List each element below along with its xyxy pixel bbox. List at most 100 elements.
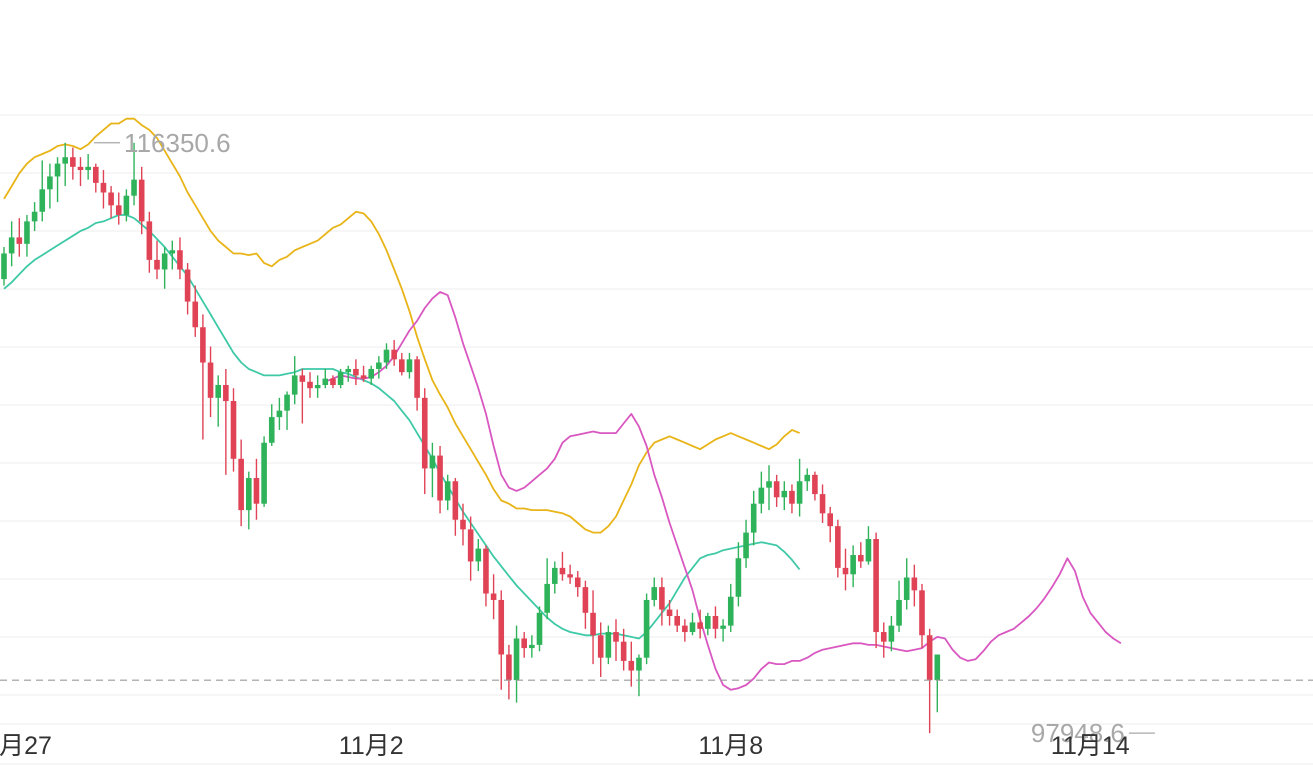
candle-body (452, 481, 459, 520)
candle-41 (314, 375, 321, 398)
candle-113 (865, 526, 872, 565)
candle-body (850, 555, 856, 575)
candle-body (460, 519, 466, 530)
candle-body (498, 599, 505, 655)
candle-114 (873, 532, 879, 649)
candle-101 (773, 474, 780, 507)
candle-8 (62, 142, 68, 187)
candle-6 (47, 163, 53, 209)
candle-body (54, 163, 61, 177)
candle-body (383, 349, 390, 363)
candle-body (169, 250, 176, 254)
candle-body (39, 189, 46, 212)
candle-104 (796, 458, 803, 517)
candle-body (100, 182, 107, 193)
candle-33 (253, 458, 260, 520)
candle-body (253, 478, 260, 504)
candle-body (223, 385, 229, 402)
candle-52 (399, 352, 405, 376)
candle-78 (597, 622, 604, 677)
candle-body (238, 458, 244, 511)
candle-83 (636, 654, 642, 697)
candle-93 (712, 606, 719, 639)
candle-body (399, 359, 405, 373)
candle-body (414, 359, 420, 398)
candle-31 (238, 439, 244, 527)
candle-70 (536, 606, 543, 652)
candle-103 (789, 484, 795, 514)
candle-body (804, 474, 811, 482)
candle-body (697, 622, 703, 629)
candle-body (819, 494, 826, 514)
candle-body (796, 481, 803, 504)
candle-97 (743, 519, 749, 568)
candle-40 (307, 372, 313, 398)
candle-80 (613, 619, 619, 661)
candle-44 (337, 368, 344, 389)
candle-16 (123, 189, 130, 222)
candle-120 (919, 583, 925, 649)
candle-body (276, 410, 283, 418)
candle-96 (735, 542, 742, 607)
candle-body (353, 368, 359, 376)
candle-body (567, 574, 573, 578)
candle-body (590, 612, 596, 636)
candle-body (735, 558, 742, 597)
candle-32 (246, 471, 252, 530)
candle-body (261, 442, 267, 504)
candle-84 (643, 593, 650, 665)
candle-112 (858, 542, 864, 568)
candle-60 (460, 503, 466, 546)
candle-4 (31, 202, 38, 231)
x-axis: 10月27 11月2 11月8 11月14 (0, 732, 1130, 760)
candle-77 (590, 590, 596, 665)
candle-49 (376, 356, 382, 379)
candle-body (544, 583, 550, 613)
candle-19 (146, 211, 153, 273)
middle-band-line (3, 214, 801, 640)
candle-48 (368, 365, 374, 385)
candle-body (146, 221, 153, 260)
candle-body (597, 635, 604, 658)
candle-108 (827, 506, 833, 543)
candle-89 (682, 619, 688, 642)
candle-body (781, 490, 788, 498)
candle-116 (888, 616, 895, 652)
candle-29 (223, 368, 229, 475)
x-tick-label-2: 11月8 (698, 732, 763, 760)
candle-body (444, 481, 451, 501)
candle-body (651, 587, 658, 600)
candle-106 (812, 471, 818, 501)
x-tick-label-0: 10月27 (0, 732, 52, 760)
candle-30 (230, 388, 237, 472)
candle-body (888, 625, 895, 642)
candle-body (429, 455, 436, 469)
candle-14 (108, 186, 114, 219)
candle-body (215, 385, 221, 398)
candle-body (184, 269, 191, 302)
candle-117 (896, 580, 902, 633)
candle-body (773, 481, 780, 498)
candle-65 (498, 590, 505, 690)
candle-39 (299, 368, 306, 424)
candle-body (1, 253, 7, 280)
candle-94 (720, 619, 726, 642)
candle-body (643, 599, 650, 658)
candle-53 (406, 352, 413, 379)
candle-body (835, 526, 841, 568)
candle-body (536, 612, 543, 645)
candle-13 (100, 170, 107, 209)
candle-body (376, 362, 382, 369)
lower-band-line (324, 291, 1122, 691)
high-marker-label: 116350.6 (124, 128, 231, 158)
candle-61 (467, 516, 474, 581)
candle-body (858, 555, 864, 562)
candle-body (903, 577, 910, 600)
candle-119 (911, 564, 918, 607)
candle-59 (452, 478, 459, 536)
low-marker-label: 97948.6 (1031, 718, 1125, 748)
candle-99 (758, 471, 765, 514)
candle-76 (582, 580, 589, 629)
